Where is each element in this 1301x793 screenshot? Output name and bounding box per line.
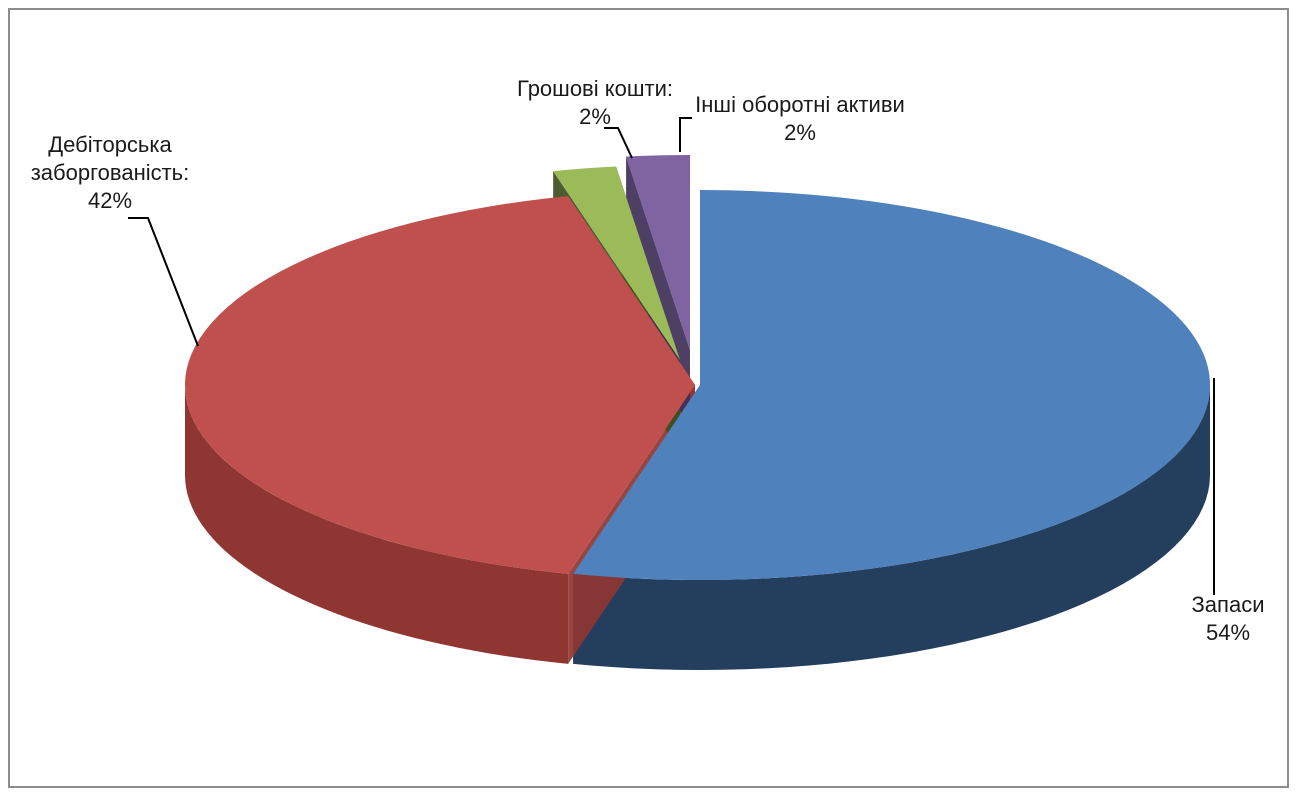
slice-tops [185,155,1210,581]
slice-side-wall [185,385,569,664]
slice-side-wall [573,384,1210,670]
pie-slice [553,166,680,360]
data-label: Інші оборотні активи 2% [695,92,905,145]
leader-lines [128,117,1215,595]
data-label: Дебіторська заборгованість: 42% [31,132,190,213]
leader-line [128,217,199,347]
leader-line [679,117,692,152]
data-label: Запаси 54% [1192,592,1265,645]
leader-line [604,127,633,159]
pie-slice [626,155,690,350]
pie-slice [185,196,695,574]
pie-slice [573,190,1210,581]
data-label: Грошові кошти: 2% [517,76,673,129]
data-labels: Запаси 54% Дебіторська заборгованість: 42% Гр… [31,76,1265,645]
